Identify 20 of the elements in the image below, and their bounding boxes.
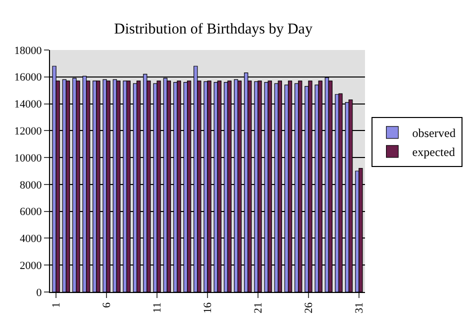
x-tick-label: 1 (50, 302, 63, 308)
chart-title: Distribution of Birthdays by Day (114, 21, 313, 38)
y-tick-label: 18000 (14, 44, 42, 57)
y-tick-label: 2000 (20, 260, 42, 272)
legend-label: expected (412, 145, 455, 160)
y-tick-label: 6000 (20, 206, 42, 218)
y-tick-label: 8000 (20, 179, 42, 192)
y-tick-label: 16000 (14, 72, 42, 84)
x-tick-label: 16 (202, 302, 214, 314)
x-tick-label: 11 (152, 302, 164, 313)
y-tick-label: 12000 (14, 126, 42, 138)
x-tick-label: 21 (252, 302, 265, 314)
x-tick-label: 6 (101, 302, 114, 308)
x-tick-label: 26 (303, 302, 316, 314)
y-tick-label: 4000 (20, 233, 42, 246)
y-tick-label: 14000 (14, 98, 42, 111)
legend-label: observed (412, 126, 456, 140)
y-tick-label: 10000 (14, 152, 42, 164)
y-tick-label: 0 (36, 286, 42, 299)
x-tick-label: 31 (354, 302, 366, 314)
